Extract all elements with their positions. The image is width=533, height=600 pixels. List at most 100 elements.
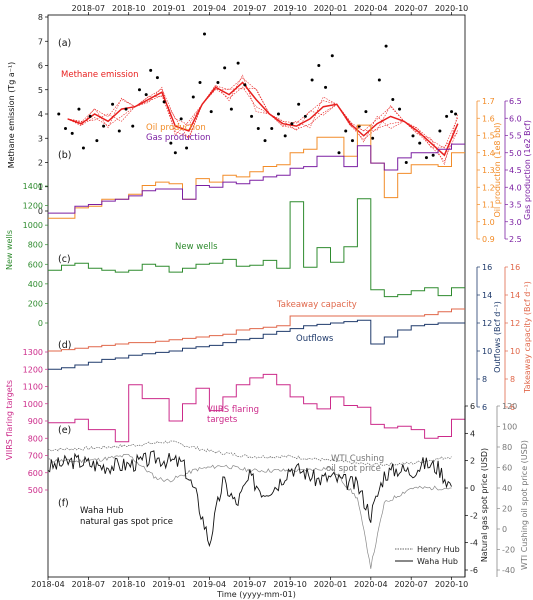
y-tick-label-wti: 120 — [502, 402, 517, 411]
x-tick-label-top: 2019-01 — [152, 4, 185, 13]
methane-observation-dot — [124, 107, 128, 111]
panel-label-e: (e) — [58, 425, 71, 436]
methane-ensemble-line — [67, 77, 459, 149]
methane-observation-dot — [95, 139, 99, 143]
y-tick-label-wti: 60 — [502, 464, 512, 473]
x-tick-label-top: 2020-04 — [354, 4, 387, 13]
methane-observation-dot — [229, 107, 233, 111]
viirs-flaring-line — [48, 373, 465, 443]
y-axis-title-wells: New wells — [5, 230, 14, 270]
y-tick-label-wti: 100 — [502, 423, 517, 432]
methane-observation-dot — [364, 110, 368, 114]
y-axis-title-gasprice: Natural gas spot price (USD) — [480, 448, 489, 562]
y-tick-label-takeaway: 6 — [510, 403, 515, 412]
methane-observation-dot — [236, 61, 240, 65]
henry-hub-price-line — [47, 440, 452, 467]
x-tick-label-bottom: 2019-04 — [193, 580, 226, 589]
methane-observation-dot — [198, 80, 202, 84]
y-tick-label-a: 7 — [38, 37, 43, 46]
methane-observation-dot — [117, 129, 121, 133]
methane-observation-dot — [185, 146, 189, 150]
methane-observation-dot — [324, 85, 328, 89]
x-tick-label-top: 2018-07 — [72, 4, 105, 13]
methane-observation-dot — [344, 129, 348, 133]
y-tick-label-oil: 1.0 — [482, 218, 495, 227]
waha-hub-price-line — [47, 450, 452, 548]
y-tick-label-a: 5 — [38, 86, 43, 95]
y-tick-label-takeaway: 12 — [510, 319, 520, 328]
y-tick-label-wells: 800 — [28, 241, 43, 250]
methane-observation-dot — [290, 122, 294, 126]
y-tick-label-gas: 5.5 — [509, 132, 522, 141]
x-tick-label-bottom: 2020-01 — [314, 580, 347, 589]
y-tick-label-a: 1 — [38, 183, 43, 192]
y-tick-label-a: 4 — [38, 110, 43, 119]
y-tick-label-wells: 1200 — [23, 202, 43, 211]
x-tick-label-bottom: 2018-07 — [72, 580, 105, 589]
methane-observation-dot — [310, 78, 314, 82]
y-axis-title-viirs: VIIRS flaring targets — [5, 380, 14, 460]
y-tick-label-gas: 6.5 — [509, 97, 522, 106]
y-tick-label-outflows: 8 — [482, 375, 487, 384]
methane-observation-dot — [270, 127, 274, 131]
y-tick-label-gas: 6.0 — [509, 114, 522, 123]
methane-observation-dot — [57, 112, 61, 116]
methane-ensemble-line — [67, 74, 459, 166]
methane-observation-dot — [209, 110, 213, 114]
y-tick-label-a: 2 — [38, 159, 43, 168]
methane-observation-dot — [450, 110, 454, 114]
methane-observation-dot — [137, 88, 141, 92]
x-tick-label-top: 2020-01 — [314, 4, 347, 13]
viirs-series-label: VIIRS flaring — [207, 405, 259, 415]
methane-observation-dot — [63, 127, 67, 131]
x-tick-label-top: 2019-04 — [193, 4, 226, 13]
methane-observation-dot — [276, 112, 280, 116]
y-axis-title-takeaway: Takeaway capacity (Bcf d⁻¹) — [523, 281, 532, 394]
oil-production-line — [48, 124, 465, 219]
y-axis-title-gas: Gas production (1e2 Bcf) — [523, 120, 532, 220]
wti-series-label: WTI Cushing — [331, 454, 384, 464]
y-tick-label-gas: 5.0 — [509, 149, 522, 158]
methane-observation-dot — [431, 153, 435, 157]
methane-observation-dot — [398, 107, 402, 111]
panel-label-b: (b) — [58, 150, 71, 161]
legend-henry-label: Henry Hub — [417, 545, 460, 554]
methane-observation-dot — [250, 114, 254, 118]
takeaway-capacity-line — [48, 308, 465, 352]
methane-observation-dot — [77, 107, 81, 111]
methane-observation-dot — [149, 68, 153, 72]
methane-observation-dot — [337, 151, 341, 155]
y-tick-label-takeaway: 10 — [510, 347, 520, 356]
methane-observation-dot — [263, 139, 267, 143]
methane-observation-dot — [350, 139, 354, 143]
y-tick-label-viirs: 600 — [28, 469, 43, 478]
y-tick-label-viirs: 1300 — [23, 348, 43, 357]
new-wells-line — [48, 198, 465, 298]
y-axis-title-outflows: Outflows (Bcf d⁻¹) — [493, 301, 502, 373]
methane-observation-dot — [70, 131, 74, 135]
y-tick-label-takeaway: 14 — [510, 291, 520, 300]
x-tick-label-bottom: 2018-04 — [31, 580, 64, 589]
methane-observation-dot — [202, 32, 206, 36]
methane-ensemble-line — [67, 88, 459, 148]
y-tick-label-viirs: 1000 — [23, 400, 43, 409]
legend-waha-label: Waha Hub — [417, 557, 458, 566]
y-tick-label-viirs: 1200 — [23, 365, 43, 374]
y-tick-label-oil: 1.7 — [482, 97, 495, 106]
oil-series-label: Oil production — [146, 123, 206, 133]
y-tick-label-oil: 1.3 — [482, 166, 495, 175]
waha-series-label-line2: natural gas spot price — [80, 517, 173, 527]
methane-observation-dot — [297, 102, 301, 106]
y-tick-label-gas: 3.0 — [509, 218, 522, 227]
y-tick-label-wells: 400 — [28, 280, 43, 289]
y-tick-label-viirs: 500 — [28, 486, 43, 495]
y-tick-label-outflows: 10 — [482, 347, 492, 356]
methane-observation-dot — [191, 95, 195, 99]
methane-observation-dot — [404, 161, 408, 164]
waha-series-label: Waha Hub — [80, 506, 124, 516]
methane-observation-dot — [454, 112, 458, 116]
panel-label-a: (a) — [58, 38, 71, 49]
y-axis-title-wti: WTI Cushing oil spot price (USD) — [520, 440, 529, 570]
takeaway-series-label: Takeaway capacity — [276, 300, 357, 310]
viirs-series-label-line2: targets — [207, 415, 238, 425]
